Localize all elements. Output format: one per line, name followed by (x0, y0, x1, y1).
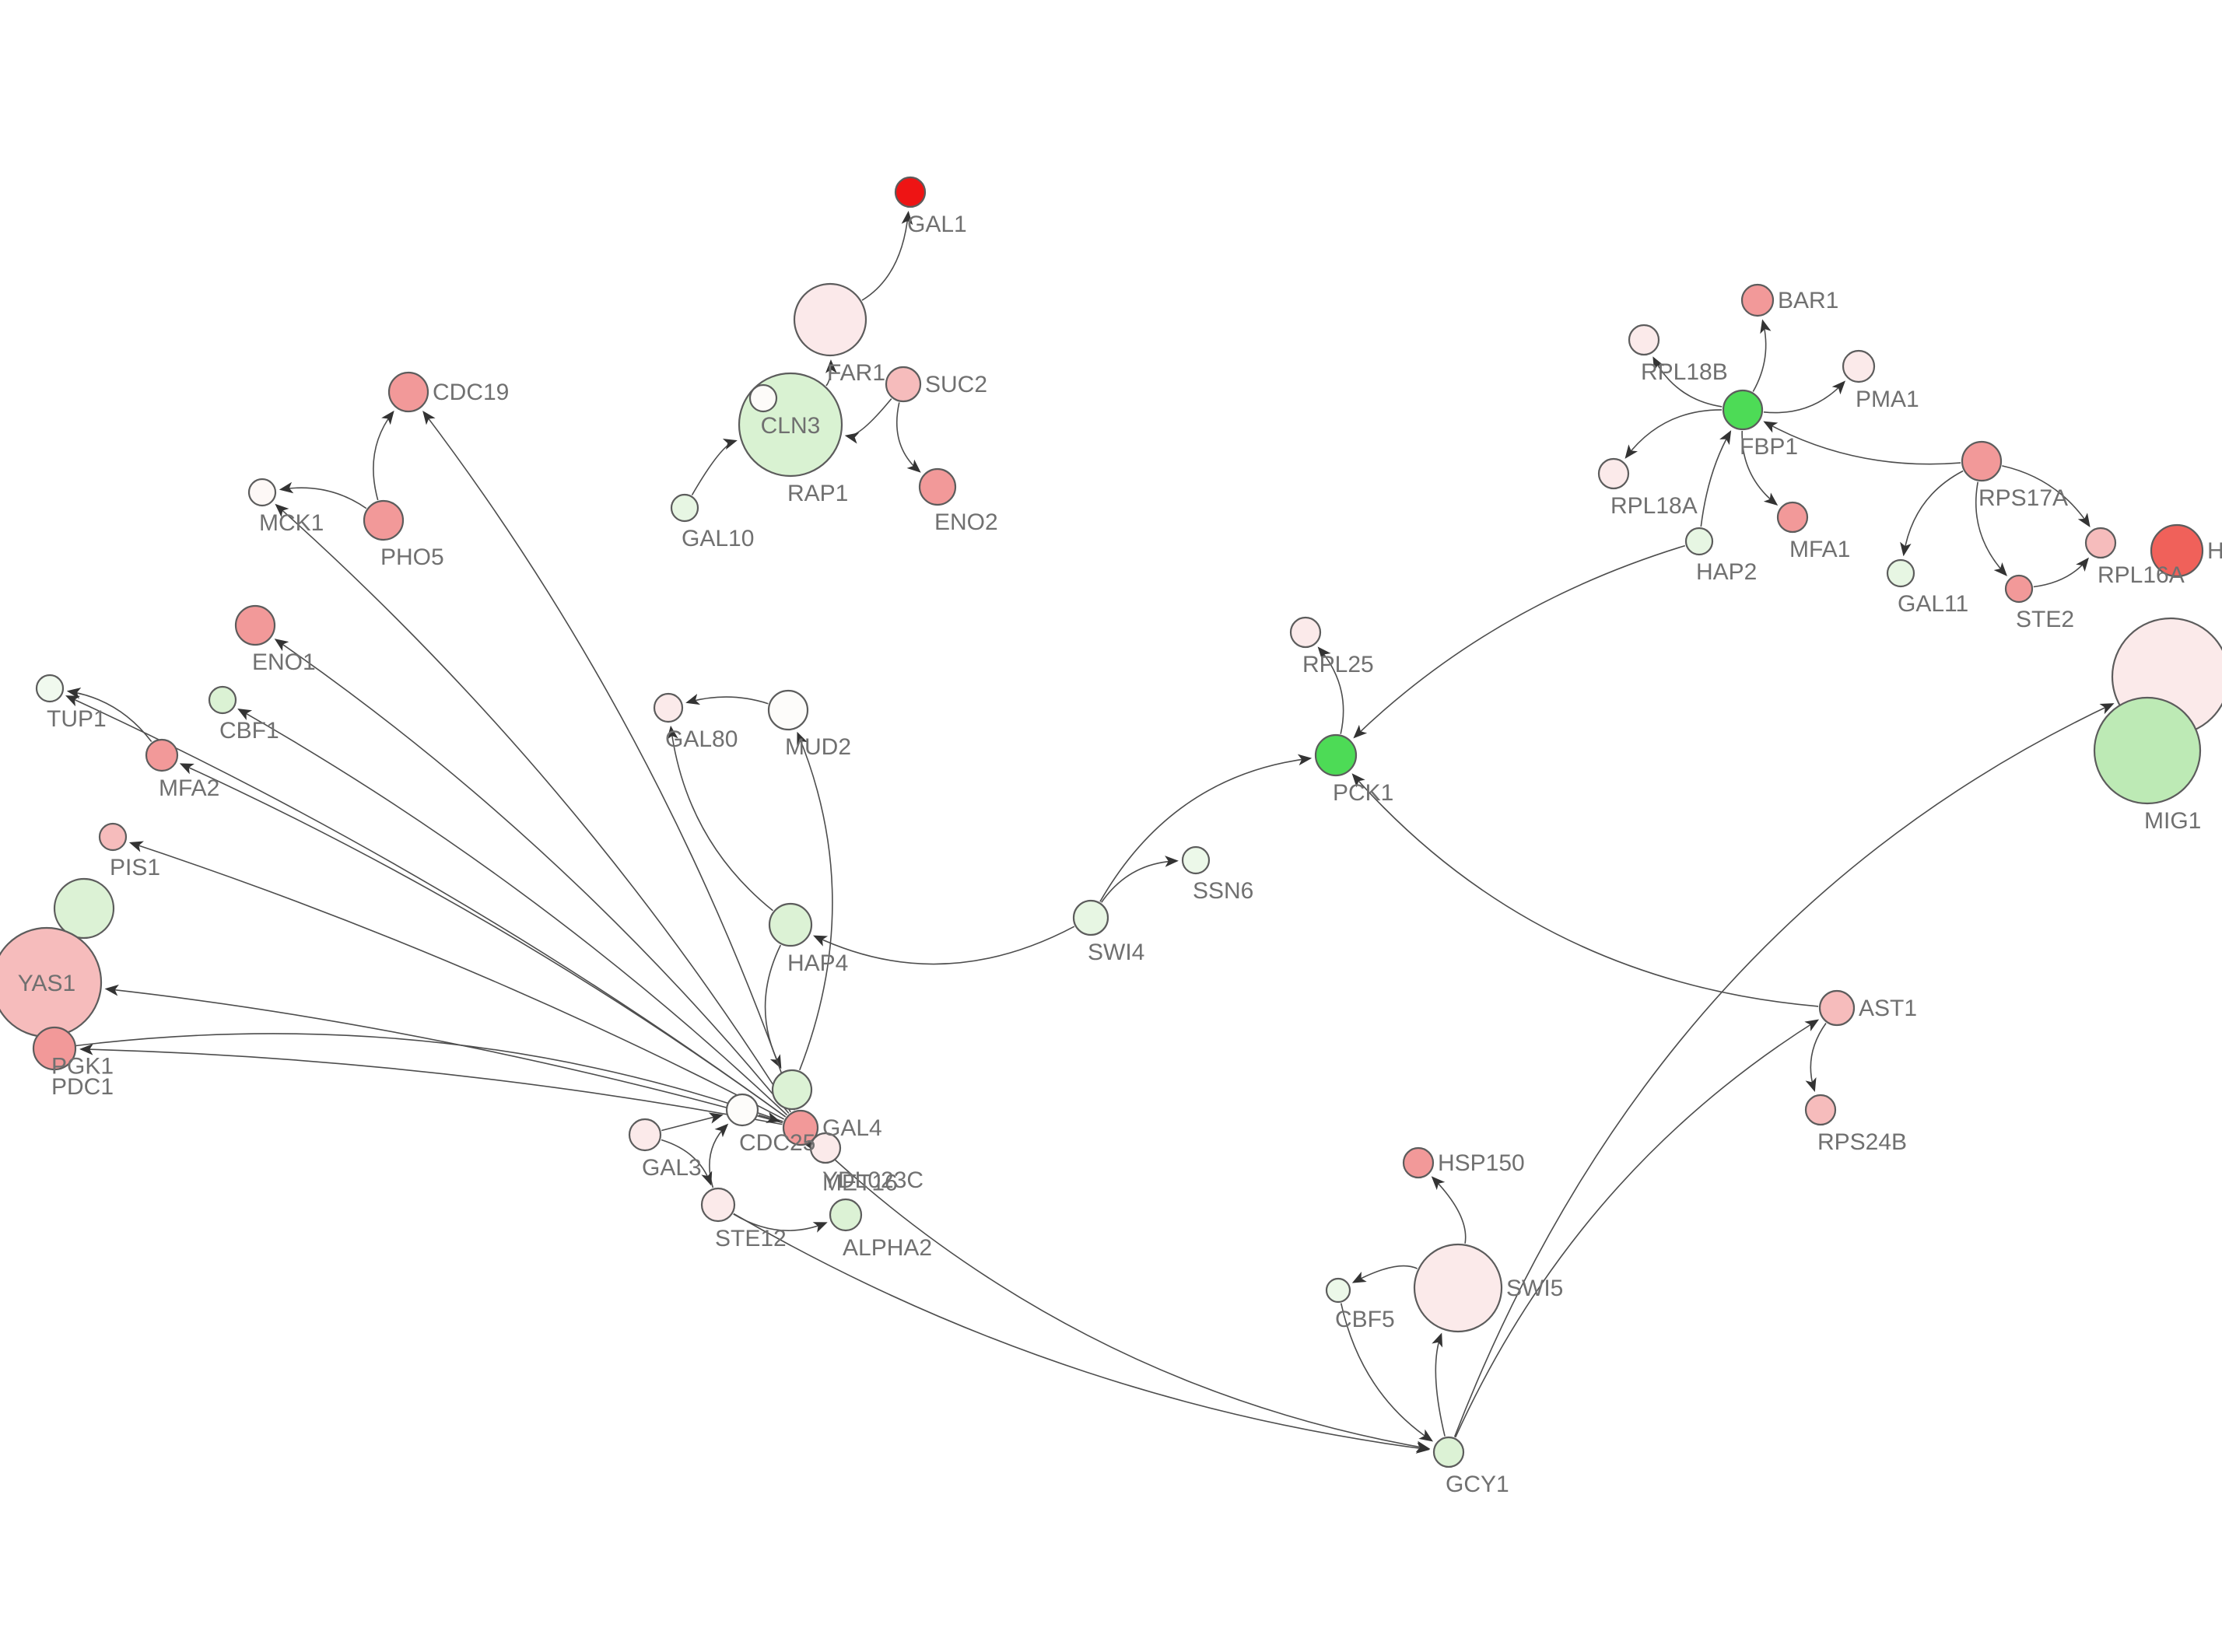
svg-text:FAR1: FAR1 (827, 360, 885, 386)
svg-text:RPL18B: RPL18B (1641, 359, 1728, 385)
svg-text:RPL16A: RPL16A (2098, 562, 2185, 588)
svg-text:HAP2: HAP2 (1696, 559, 1757, 585)
svg-text:ALPHA2: ALPHA2 (843, 1235, 932, 1261)
svg-text:CLN3: CLN3 (761, 413, 821, 439)
svg-text:PCK1: PCK1 (1333, 780, 1393, 806)
svg-text:CDC19: CDC19 (433, 380, 509, 405)
svg-text:MIG1: MIG1 (2144, 808, 2201, 834)
svg-text:AST1: AST1 (1859, 996, 1917, 1021)
svg-text:MFA2: MFA2 (159, 775, 219, 801)
svg-text:RAP1: RAP1 (787, 481, 848, 506)
svg-text:TUP1: TUP1 (47, 706, 107, 732)
svg-text:MFA1: MFA1 (1789, 537, 1850, 562)
svg-text:STE12: STE12 (715, 1226, 787, 1251)
svg-text:SSN6: SSN6 (1193, 878, 1253, 904)
svg-text:MCK1: MCK1 (259, 510, 324, 536)
svg-text:MUD2: MUD2 (785, 734, 851, 760)
svg-text:BAR1: BAR1 (1778, 288, 1838, 313)
svg-text:FBP1: FBP1 (1740, 434, 1798, 460)
svg-text:CBF5: CBF5 (1335, 1307, 1395, 1332)
svg-text:HIS4: HIS4 (2207, 538, 2222, 564)
svg-text:RPL25: RPL25 (1302, 652, 1374, 677)
svg-text:GAL10: GAL10 (682, 526, 754, 551)
svg-text:STE2: STE2 (2016, 607, 2074, 632)
svg-text:HSP150: HSP150 (1438, 1150, 1525, 1176)
svg-text:GAL11: GAL11 (1898, 591, 1968, 617)
svg-text:PIS1: PIS1 (110, 855, 160, 880)
svg-text:CDC25: CDC25 (739, 1130, 815, 1156)
svg-text:HAP4: HAP4 (787, 950, 848, 976)
svg-text:GCY1: GCY1 (1446, 1472, 1509, 1497)
svg-text:MET16: MET16 (822, 1171, 898, 1196)
svg-text:PHO5: PHO5 (380, 544, 444, 570)
svg-text:ENO2: ENO2 (934, 509, 998, 535)
svg-text:PMA1: PMA1 (1856, 387, 1919, 412)
svg-text:GAL4: GAL4 (822, 1115, 882, 1141)
svg-text:YAS1: YAS1 (18, 971, 76, 996)
svg-text:RPL18A: RPL18A (1610, 493, 1698, 519)
svg-text:SWI5: SWI5 (1506, 1276, 1563, 1301)
svg-text:RPS17A: RPS17A (1978, 485, 2068, 511)
svg-text:CBF1: CBF1 (219, 718, 279, 744)
svg-text:GAL1: GAL1 (907, 212, 967, 237)
svg-text:SUC2: SUC2 (925, 372, 987, 397)
svg-text:RPS24B: RPS24B (1817, 1129, 1907, 1155)
svg-text:GAL3: GAL3 (642, 1155, 702, 1181)
svg-text:SWI4: SWI4 (1088, 940, 1144, 965)
svg-text:GAL80: GAL80 (665, 726, 738, 752)
svg-text:PGK1: PGK1 (51, 1054, 114, 1080)
svg-text:ENO1: ENO1 (252, 649, 316, 675)
